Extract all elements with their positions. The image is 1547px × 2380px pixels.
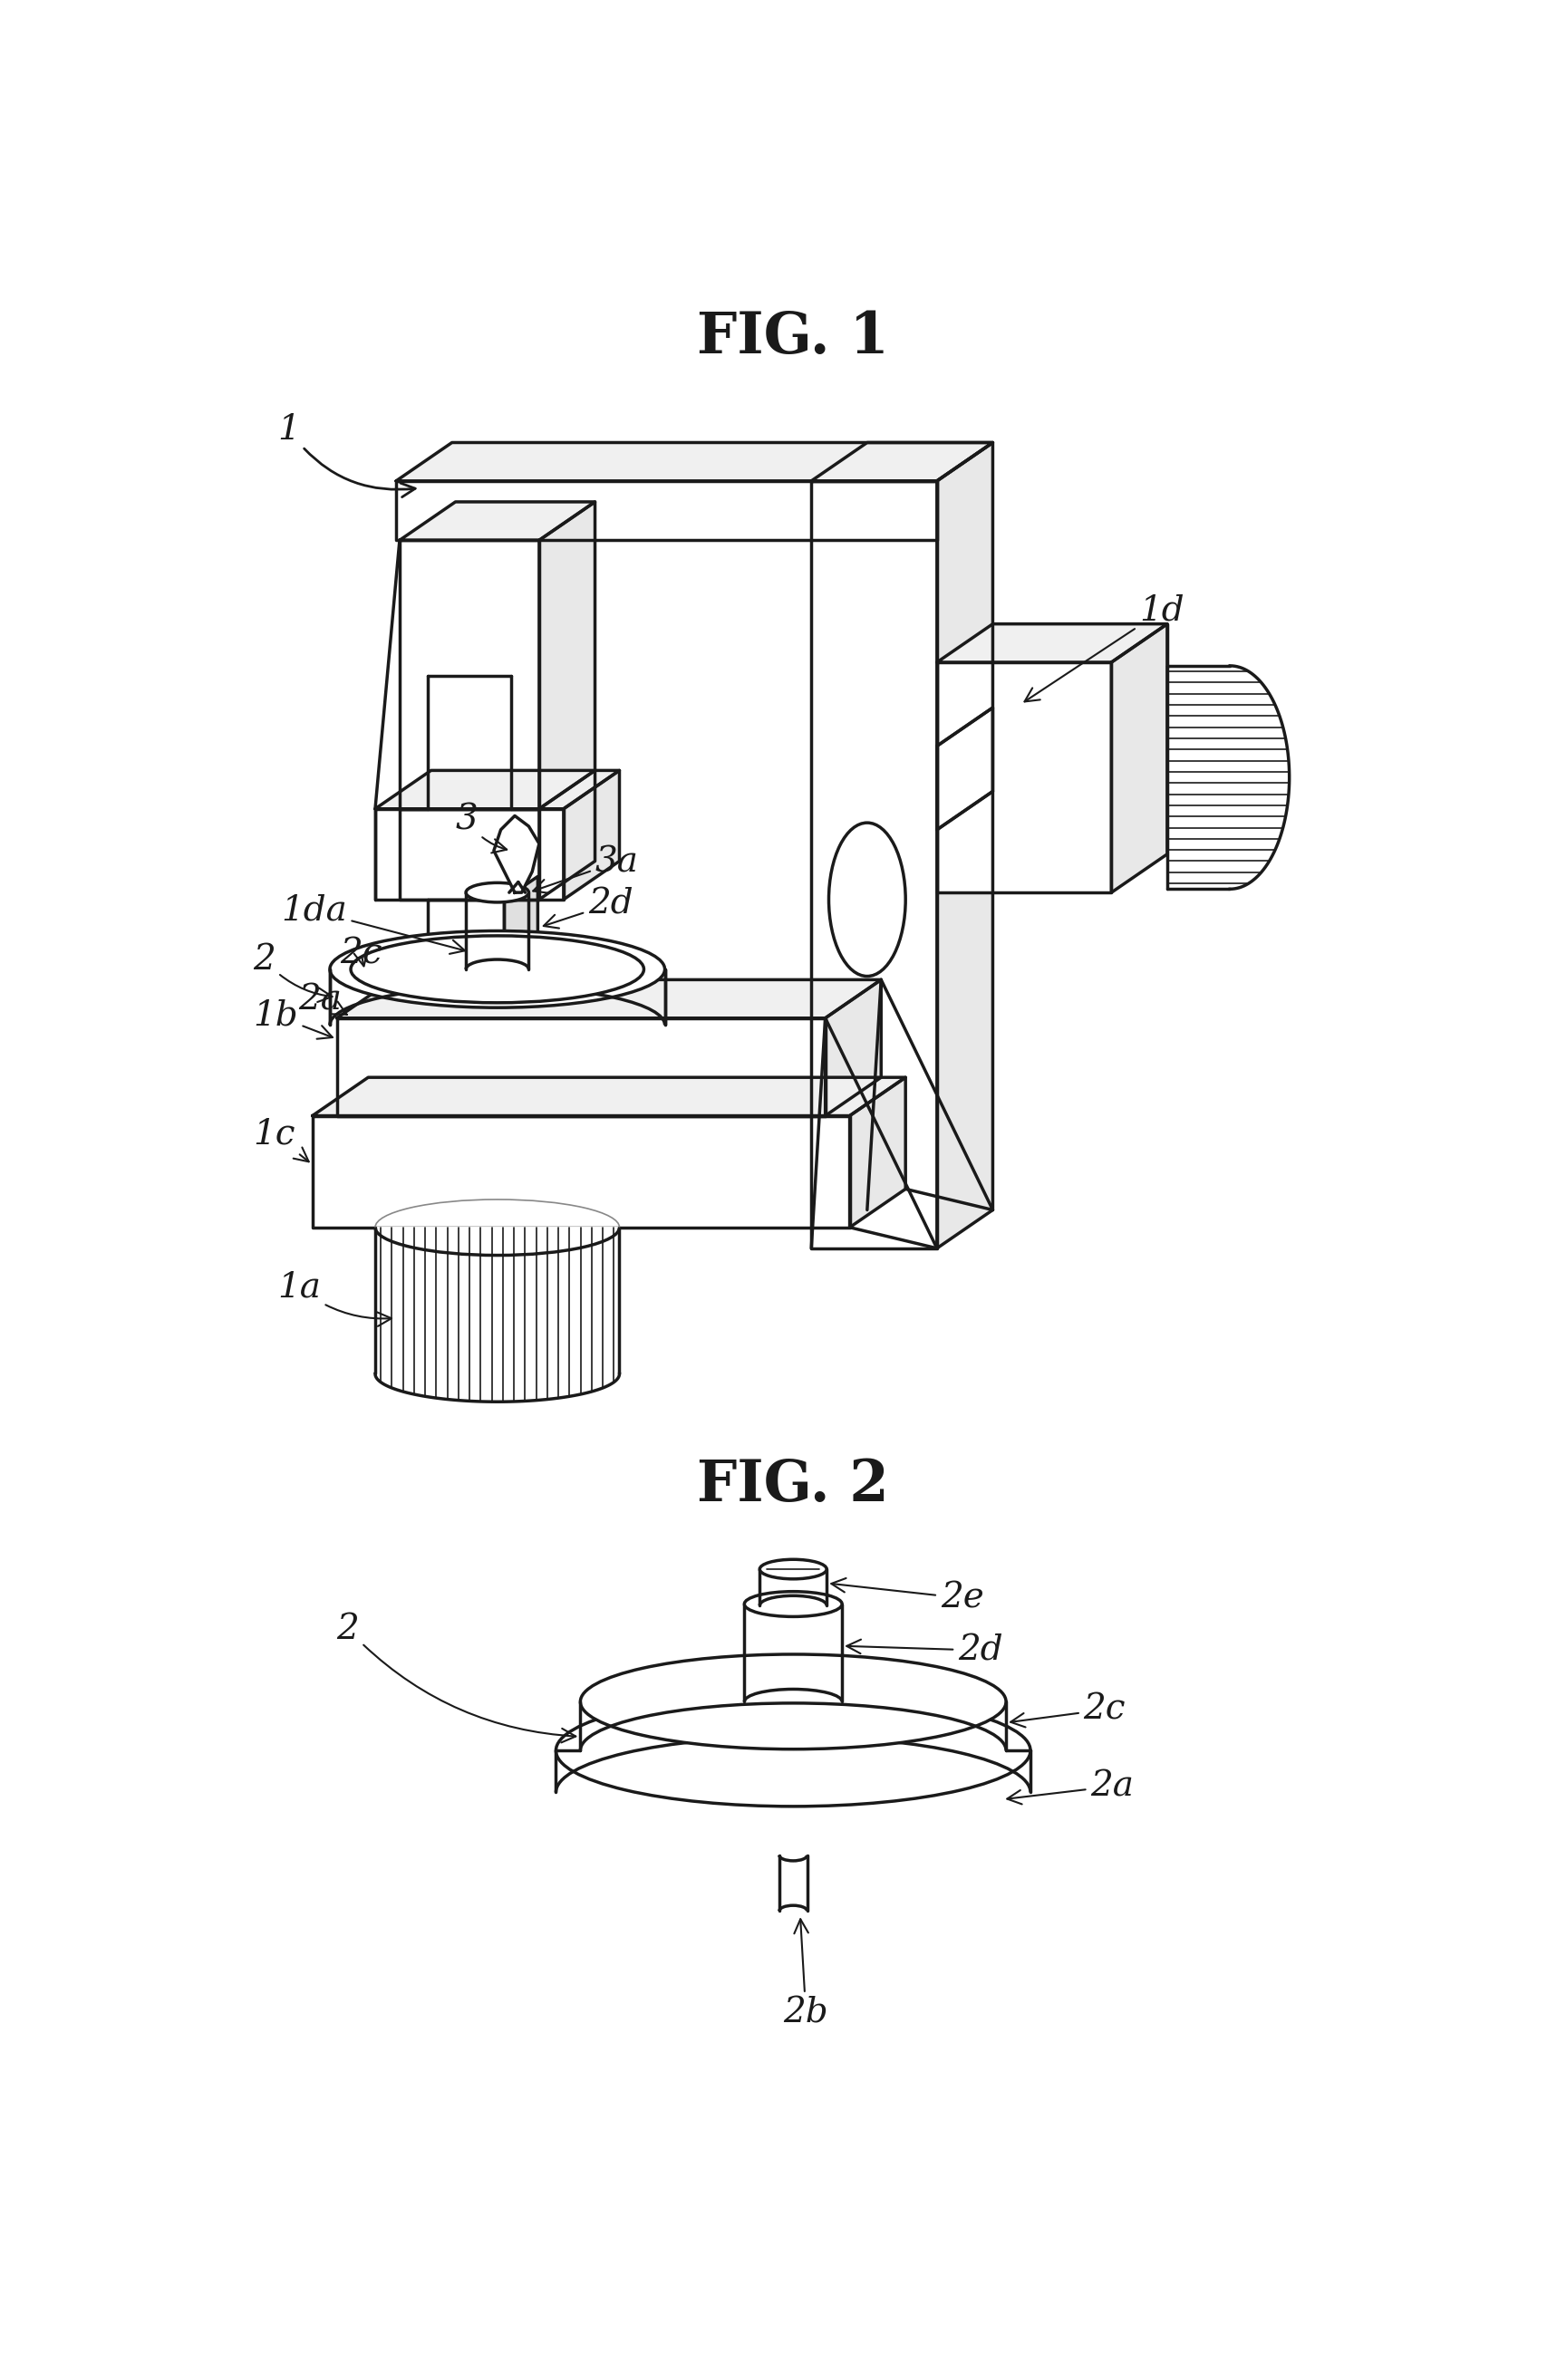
Text: 2d: 2d [846,1633,1002,1666]
Text: 3: 3 [455,804,507,852]
Polygon shape [396,443,993,481]
Polygon shape [399,502,596,540]
Polygon shape [540,771,596,900]
Ellipse shape [466,883,529,902]
Ellipse shape [555,1695,1030,1806]
Text: 2a: 2a [1007,1771,1134,1804]
Polygon shape [825,981,882,1116]
Polygon shape [937,662,1111,892]
Polygon shape [427,676,511,809]
Polygon shape [1168,666,1289,890]
Polygon shape [849,1078,905,1228]
Polygon shape [399,540,540,809]
Ellipse shape [744,1592,842,1616]
Polygon shape [811,481,937,1247]
Polygon shape [312,1116,849,1228]
Ellipse shape [760,1559,826,1578]
Text: 2c: 2c [1010,1692,1126,1728]
Ellipse shape [829,823,905,976]
Polygon shape [376,1228,619,1402]
Polygon shape [493,816,540,892]
Polygon shape [337,981,882,1019]
Text: 1d: 1d [1024,595,1185,702]
Polygon shape [540,502,596,809]
Text: 2: 2 [254,942,333,1002]
Text: 2: 2 [337,1614,575,1742]
Polygon shape [504,876,538,983]
Text: FIG. 2: FIG. 2 [696,1459,888,1514]
Polygon shape [399,809,540,900]
Polygon shape [427,900,504,983]
Text: 2b: 2b [783,1918,828,2030]
Text: 1: 1 [277,412,415,497]
Polygon shape [563,771,619,900]
Text: 2d: 2d [543,888,633,928]
Text: 1da: 1da [282,895,466,954]
Ellipse shape [351,935,644,1002]
Polygon shape [1111,624,1168,892]
Polygon shape [312,1078,905,1116]
Text: FIG. 1: FIG. 1 [696,309,888,367]
Polygon shape [811,443,993,481]
Text: 1a: 1a [277,1271,391,1326]
Polygon shape [396,481,937,540]
Ellipse shape [580,1654,1006,1749]
Polygon shape [937,707,993,831]
Text: 2e: 2e [831,1578,984,1614]
Text: 1b: 1b [254,1000,333,1040]
Polygon shape [376,809,563,900]
Text: 1c: 1c [254,1116,309,1161]
Text: 3a: 3a [534,845,639,892]
Text: 2c: 2c [340,938,382,971]
Polygon shape [937,624,1168,662]
Polygon shape [337,1019,825,1116]
Polygon shape [937,443,993,1247]
Ellipse shape [330,931,665,1007]
Polygon shape [376,771,619,809]
Text: 2a: 2a [299,983,347,1016]
